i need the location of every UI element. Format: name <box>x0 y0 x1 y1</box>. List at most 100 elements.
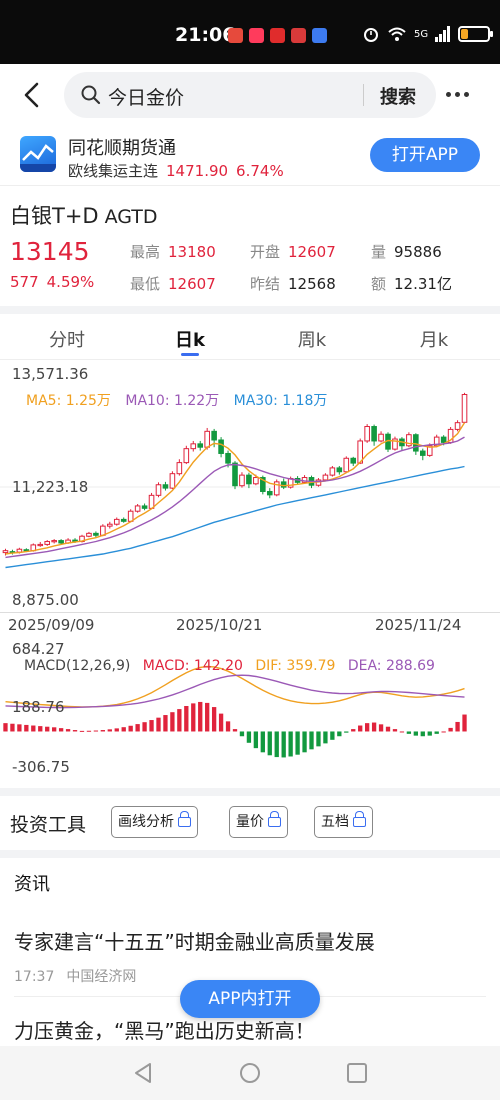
macd-bar <box>448 727 453 732</box>
stat-label: 昨结 <box>250 275 281 293</box>
open-app-button[interactable]: 打开APP <box>370 138 480 172</box>
candle-body <box>336 467 343 473</box>
candle-body <box>343 457 350 473</box>
dea-line <box>5 674 465 709</box>
search-button[interactable]: 搜索 <box>380 87 416 108</box>
drawing-analysis-button[interactable]: 画线分析 <box>111 806 198 838</box>
ma5-legend: MA5: 1.25万 <box>26 393 111 409</box>
candle-body <box>419 450 426 456</box>
candle-body <box>51 540 57 543</box>
stat-amount: 额 12.31亿 <box>371 273 452 294</box>
news-item-title[interactable]: 专家建言“十五五”时期金融业高质量发展 <box>14 930 375 954</box>
volume-price-button[interactable]: 量价 <box>229 806 288 838</box>
recents-square-icon[interactable] <box>346 1062 368 1084</box>
macd-bar <box>316 731 321 747</box>
search-divider <box>363 84 364 106</box>
promo-banner[interactable]: 同花顺期货通 欧线集运主连 1471.90 6.74% 打开APP <box>0 126 500 186</box>
macd-bar <box>184 705 189 732</box>
clock: 21:06 <box>175 24 236 46</box>
ma10-legend: MA10: 1.22万 <box>125 393 220 409</box>
candle-body <box>266 490 273 496</box>
promo-contract-change: 6.74% <box>236 162 284 180</box>
candle-body <box>155 484 162 496</box>
alarm-icon <box>364 28 378 42</box>
macd-bar <box>344 731 349 733</box>
macd-bar <box>392 729 398 732</box>
macd-bar <box>455 721 460 732</box>
candle-body <box>232 462 238 487</box>
macd-bar <box>163 715 168 732</box>
macd-y-tick-max: 684.27 <box>12 640 65 658</box>
macd-bar <box>385 726 391 732</box>
dea-value: DEA: 288.69 <box>347 658 435 674</box>
candle-body <box>190 443 197 450</box>
y-tick-min: 8,875.00 <box>12 591 79 609</box>
macd-bar <box>128 725 133 732</box>
price-change: 577 4.59% <box>10 273 94 291</box>
back-arrow-icon[interactable] <box>18 80 48 110</box>
promo-contract-name: 欧线集运主连 <box>68 162 159 180</box>
macd-chart[interactable]: 684.27 188.76 -306.75 MACD(12,26,9) MACD… <box>0 638 500 778</box>
stat-value: 95886 <box>394 243 442 261</box>
tab-intraday[interactable]: 分时 <box>49 330 85 351</box>
macd-value: MACD: 142.20 <box>142 658 243 674</box>
candle-body <box>113 518 120 525</box>
macd-bar <box>79 730 85 732</box>
macd-bar <box>142 722 147 732</box>
macd-bar <box>72 730 78 732</box>
tab-daily-k[interactable]: 日k <box>175 330 205 351</box>
tab-weekly-k[interactable]: 周k <box>297 330 327 351</box>
ma30-line <box>5 465 465 569</box>
date-axis: 2025/09/09 2025/10/21 2025/11/24 <box>0 612 500 636</box>
candle-body <box>364 426 370 442</box>
candle-body <box>37 543 44 547</box>
tool-label: 五档 <box>321 814 349 830</box>
stat-value: 13180 <box>168 243 216 261</box>
home-circle-icon[interactable] <box>239 1062 261 1084</box>
macd-bar <box>358 725 363 732</box>
macd-plot[interactable] <box>0 638 500 778</box>
macd-bar <box>177 709 182 732</box>
macd-bar <box>288 731 293 757</box>
back-triangle-icon[interactable] <box>132 1062 154 1084</box>
system-icons: 5G <box>362 26 494 42</box>
tab-monthly-k[interactable]: 月k <box>419 330 449 351</box>
macd-bar <box>65 729 71 732</box>
macd-bar <box>253 731 259 749</box>
macd-bar <box>10 723 15 732</box>
mail-app-icon <box>270 28 285 43</box>
section-separator <box>0 850 500 858</box>
stat-label: 最高 <box>130 243 161 261</box>
browser-app-icon <box>312 28 327 43</box>
candlestick-chart[interactable]: 13,571.36 11,223.18 8,875.00 MA5: 1.25万 … <box>0 360 500 610</box>
candle-body <box>378 433 384 442</box>
stat-label: 额 <box>371 275 387 293</box>
search-box[interactable]: 今日金价 搜索 <box>64 72 436 118</box>
network-type: 5G <box>414 28 429 40</box>
candle-body <box>93 532 99 536</box>
instrument-code: AGTD <box>104 206 158 228</box>
news-item-title[interactable]: 力压黄金，“黑马”跑出历史新高！ <box>14 1019 315 1043</box>
candle-body <box>169 473 176 489</box>
app-notification-icon <box>228 28 243 43</box>
search-input[interactable]: 今日金价 <box>108 87 185 109</box>
macd-bar <box>107 729 112 732</box>
tool-label: 画线分析 <box>118 814 174 830</box>
macd-bar <box>295 731 300 755</box>
stat-value: 12607 <box>168 275 216 293</box>
macd-bar <box>3 723 8 732</box>
battery-icon <box>458 26 494 42</box>
x-tick-end: 2025/11/24 <box>375 616 462 634</box>
macd-bar <box>260 731 265 753</box>
candle-body <box>440 436 447 443</box>
order-book-button[interactable]: 五档 <box>314 806 373 838</box>
more-options-icon[interactable] <box>446 92 469 97</box>
section-separator <box>0 788 500 796</box>
lock-icon <box>353 811 366 827</box>
ma10-line <box>5 436 465 559</box>
stat-high: 最高 13180 <box>130 241 216 262</box>
open-in-app-button[interactable]: APP内打开 <box>180 980 320 1018</box>
promo-quote: 欧线集运主连 1471.90 6.74% <box>68 160 284 181</box>
candle-body <box>433 436 440 447</box>
candlestick-plot[interactable] <box>0 360 500 610</box>
